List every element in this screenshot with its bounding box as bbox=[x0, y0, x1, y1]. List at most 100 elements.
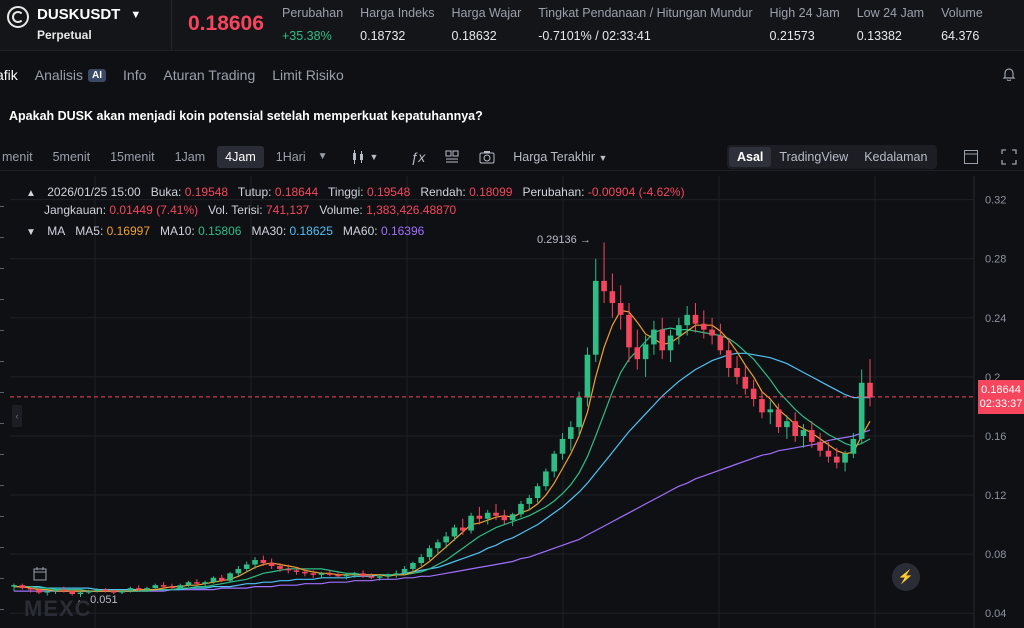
candle-body bbox=[817, 441, 823, 451]
tab-4[interactable]: Limit Risiko bbox=[272, 67, 344, 83]
rail-tick bbox=[0, 330, 4, 331]
stat-value: 0.13382 bbox=[856, 29, 902, 43]
candle-body bbox=[177, 585, 184, 589]
candle-body bbox=[484, 512, 491, 519]
rail-tick bbox=[0, 516, 4, 517]
candle-body bbox=[734, 368, 740, 377]
candle-body bbox=[368, 576, 375, 578]
timeframe-2[interactable]: 15menit bbox=[110, 149, 155, 164]
candle-body bbox=[210, 577, 217, 583]
legend-turnover: 741,137 bbox=[265, 203, 310, 217]
layout-grid-icon[interactable] bbox=[445, 150, 459, 164]
candle-body bbox=[551, 453, 557, 472]
chart-view-toggle: Asal TradingView Kedalaman bbox=[727, 145, 938, 169]
collapse-toolbar-button[interactable]: ‹ bbox=[12, 405, 22, 427]
candle-body bbox=[410, 563, 416, 569]
stat-4: High 24 Jam 0.21573 bbox=[770, 0, 840, 50]
candle-body bbox=[692, 314, 699, 324]
y-tick-label: 0.16 bbox=[985, 431, 1006, 443]
legend-collapse-icon[interactable]: ▲ bbox=[26, 188, 36, 199]
legend-low: 0.18099 bbox=[469, 185, 513, 199]
candle-body bbox=[509, 514, 516, 521]
ohlc-legend: ▲ 2026/01/25 15:00 Buka: 0.19548 Tutup: … bbox=[26, 185, 685, 199]
timeframe-1[interactable]: 5menit bbox=[52, 149, 91, 164]
ma60-line bbox=[14, 429, 871, 592]
candle-type-icon[interactable]: ▼ bbox=[350, 149, 378, 164]
view-option-2[interactable]: Kedalaman bbox=[864, 150, 928, 164]
timeframe-3[interactable]: 1Jam bbox=[174, 149, 206, 164]
candle-body bbox=[617, 303, 624, 315]
price-type-dropdown[interactable]: Harga Terakhir ▼ bbox=[513, 149, 608, 164]
camera-icon[interactable] bbox=[479, 150, 495, 164]
calendar-icon[interactable] bbox=[33, 567, 47, 584]
candle-body bbox=[127, 588, 134, 592]
ma10-label: MA10: bbox=[160, 224, 195, 238]
high-marker-label: 0.29136 → bbox=[537, 234, 591, 246]
stat-5: Low 24 Jam 0.13382 bbox=[857, 0, 924, 50]
candle-body bbox=[343, 574, 350, 577]
ai-badge: AI bbox=[88, 68, 107, 82]
candle-body bbox=[85, 591, 92, 593]
fullscreen-icon[interactable] bbox=[1001, 149, 1017, 168]
candle-body bbox=[36, 589, 42, 593]
candle-body bbox=[376, 576, 383, 578]
candle-body bbox=[784, 421, 790, 428]
tab-bar: afik Analisis AI Info Aturan Trading Limit Ri… bbox=[0, 60, 1024, 90]
timeframe-more-icon[interactable]: ▼ bbox=[317, 151, 328, 162]
dusk-logo-icon bbox=[7, 6, 29, 28]
timeframe-5[interactable]: 1Hari bbox=[275, 149, 306, 164]
legend-change-label: Perubahan: bbox=[522, 185, 585, 199]
candle-body bbox=[310, 573, 316, 575]
stat-label: Volume bbox=[941, 6, 983, 20]
candle-body bbox=[160, 585, 167, 587]
ma10-value: 0.15806 bbox=[198, 224, 242, 238]
panel-layout-icon[interactable] bbox=[963, 149, 979, 168]
ma-legend-collapse-icon[interactable]: ▼ bbox=[26, 227, 36, 238]
stat-label: Low 24 Jam bbox=[856, 6, 925, 20]
tab-0[interactable]: afik bbox=[0, 67, 18, 83]
candle-body bbox=[842, 453, 848, 463]
candle-body bbox=[252, 560, 258, 565]
rail-tick bbox=[0, 268, 4, 269]
candle-body bbox=[385, 574, 391, 577]
tab-1[interactable]: Analisis AI bbox=[35, 67, 107, 83]
y-tick-label: 0.12 bbox=[985, 490, 1006, 502]
legend-range-label: Jangkauan: bbox=[44, 203, 107, 217]
candle-body bbox=[526, 498, 533, 504]
current-price-tag: 0.18644 02:33:37 bbox=[978, 379, 1024, 414]
chart-area[interactable]: 0.32 0.28 0.24 0.2 0.16 0.12 0.08 0.04 ‹ ▲ 2026… bbox=[0, 176, 1024, 628]
candle-body bbox=[435, 542, 441, 549]
candle-body bbox=[459, 527, 466, 531]
stat-0: Perubahan +35.38% bbox=[282, 0, 343, 50]
candle-body bbox=[592, 280, 599, 355]
candle-body bbox=[44, 591, 51, 593]
stat-value: 0.21573 bbox=[769, 29, 815, 43]
candle-body bbox=[576, 397, 582, 428]
candle-body bbox=[792, 421, 799, 436]
view-option-1[interactable]: TradingView bbox=[779, 150, 849, 164]
candlestick-chart[interactable]: 0.320.280.240.20.160.120.080.04 bbox=[0, 176, 1024, 628]
news-headline-link[interactable]: Apakah DUSK akan menjadi koin potensial … bbox=[9, 109, 483, 123]
candle-body bbox=[651, 329, 657, 345]
quick-trade-button[interactable]: ⚡ bbox=[892, 563, 920, 591]
indicator-fx-icon[interactable]: ƒx bbox=[410, 148, 426, 165]
timeframe-4[interactable]: 4Jam bbox=[217, 145, 264, 168]
timeframe-0[interactable]: menit bbox=[2, 149, 33, 164]
chart-toolbar: menit 5menit 15menit 1Jam 4Jam 1Hari ▼ ▼ ƒx H… bbox=[0, 143, 1024, 171]
view-option-0[interactable]: Asal bbox=[729, 147, 772, 167]
lightning-icon: ⚡ bbox=[897, 569, 915, 584]
caret-down-icon[interactable]: ▼ bbox=[130, 8, 142, 21]
tab-label: Aturan Trading bbox=[163, 67, 256, 83]
candle-body bbox=[725, 350, 732, 369]
current-price-value: 0.18644 bbox=[981, 383, 1021, 396]
tab-3[interactable]: Aturan Trading bbox=[163, 67, 255, 83]
candle-body bbox=[684, 314, 690, 326]
bell-icon[interactable] bbox=[1002, 67, 1016, 81]
tab-2[interactable]: Info bbox=[123, 67, 146, 83]
y-tick-label: 0.24 bbox=[985, 313, 1006, 325]
stat-6: Volume 64.376 bbox=[941, 0, 983, 50]
stat-value: 0.18732 bbox=[360, 29, 406, 43]
symbol-selector[interactable]: DUSKUSDT ▼ Perpetual bbox=[0, 0, 172, 50]
candle-body bbox=[717, 335, 724, 351]
legend-volume: 1,383,426.48870 bbox=[366, 203, 457, 217]
